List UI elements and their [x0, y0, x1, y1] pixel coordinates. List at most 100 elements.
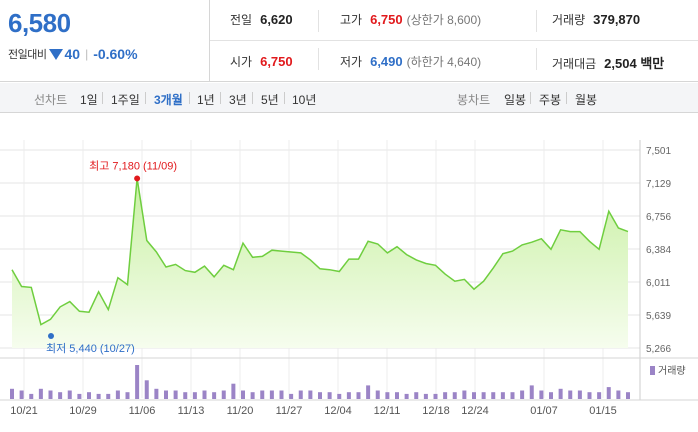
volume-bar	[241, 390, 245, 399]
volume-bar	[510, 392, 515, 399]
change-label: 전일대비	[8, 49, 47, 61]
volume-bar	[289, 393, 294, 399]
volume-bar	[539, 390, 544, 399]
y-tick-label: 6,011	[646, 278, 671, 289]
volume-bar	[192, 392, 197, 399]
volume-legend-swatch	[650, 366, 655, 375]
volume-bar	[173, 390, 178, 399]
volume-bar	[500, 392, 505, 399]
tab-5y[interactable]: 5년	[261, 93, 279, 107]
y-tick-label: 5,266	[646, 344, 671, 355]
prev-close: 전일 6,620	[230, 12, 293, 27]
volume: 거래량 379,870	[552, 12, 641, 27]
volume-bar	[549, 392, 553, 399]
volume-bar	[568, 390, 573, 399]
volume-bar	[250, 392, 255, 399]
volume-bar	[144, 380, 149, 399]
volume-bar	[356, 392, 361, 399]
tab-1d[interactable]: 1일	[80, 93, 98, 107]
volume-bar	[443, 392, 448, 399]
volume-bar	[404, 393, 409, 399]
volume-bar	[96, 393, 101, 399]
x-tick-label: 11/27	[276, 405, 303, 417]
volume-bar	[183, 392, 188, 399]
volume-legend-label: 거래량	[658, 365, 686, 377]
volume-bar	[115, 390, 120, 399]
volume-bar	[346, 392, 351, 399]
volume-bar	[87, 392, 91, 399]
open-price: 시가 6,750	[230, 54, 293, 69]
volume-bar	[423, 393, 428, 399]
x-tick-label: 11/20	[227, 405, 254, 417]
volume-bar	[385, 392, 390, 399]
volume-bar	[462, 390, 467, 399]
volume-bar	[202, 390, 207, 399]
tab-daily[interactable]: 일봉	[504, 93, 527, 107]
tab-1w[interactable]: 1주일	[111, 93, 140, 107]
high-marker	[134, 175, 141, 182]
change-percent: -0.60%	[93, 46, 138, 62]
volume-bar	[577, 390, 582, 399]
x-tick-label: 12/18	[422, 405, 450, 417]
volume-bar	[616, 390, 621, 399]
volume-bar	[520, 390, 525, 399]
quote-grid: 전일 6,620 고가 6,750 (상한가 8,600) 거래량 379,87…	[210, 0, 698, 82]
x-tick-label: 10/21	[10, 405, 38, 417]
x-tick-label: 12/04	[324, 405, 352, 417]
down-triangle-icon	[49, 48, 64, 60]
volume-bar	[10, 388, 14, 399]
volume-bar	[38, 388, 43, 399]
price-line	[11, 178, 629, 326]
volume-bar	[529, 385, 534, 399]
tab-3y[interactable]: 3년	[229, 93, 247, 107]
day-high: 고가 6,750 (상한가 8,600)	[340, 12, 482, 27]
volume-bar	[452, 392, 457, 399]
volume-bar	[337, 393, 342, 399]
tab-monthly[interactable]: 월봉	[575, 93, 598, 107]
volume-bar	[491, 392, 496, 399]
volume-bar	[626, 392, 630, 399]
volume-bar	[231, 383, 236, 399]
volume-bar	[67, 390, 72, 399]
change-row: 전일대비 40 | -0.60%	[8, 46, 138, 62]
volume-bar	[106, 393, 111, 399]
trade-amount: 거래대금 2,504 백만	[552, 56, 665, 71]
y-tick-label: 7,129	[646, 179, 671, 190]
volume-bar	[318, 392, 322, 399]
volume-bar	[597, 392, 602, 399]
tab-weekly[interactable]: 주봉	[539, 93, 562, 107]
volume-bar	[279, 390, 284, 399]
price-area	[12, 178, 628, 348]
volume-bar	[298, 390, 303, 399]
volume-bar	[395, 392, 399, 399]
volume-bar	[77, 393, 82, 399]
volume-bar	[135, 365, 140, 399]
high-annotation: 최고 7,180 (11/09)	[89, 159, 177, 172]
x-tick-label: 12/24	[461, 405, 489, 417]
tab-3m[interactable]: 3개월	[154, 93, 183, 107]
volume-bar	[48, 390, 53, 399]
y-tick-label: 5,639	[646, 311, 671, 322]
price-box: 6,580 전일대비 40 | -0.60%	[0, 0, 210, 82]
tab-10y[interactable]: 10년	[292, 93, 317, 107]
volume-bar	[125, 392, 130, 399]
x-tick-label: 12/11	[374, 405, 401, 417]
change-value: 40	[64, 46, 81, 62]
divider: |	[85, 47, 89, 61]
volume-bar	[472, 392, 476, 399]
volume-bar	[606, 387, 611, 399]
volume-bar	[433, 393, 438, 399]
volume-bar	[414, 392, 419, 399]
y-tick-label: 6,756	[646, 212, 671, 223]
x-tick-label: 11/06	[129, 405, 156, 417]
current-price: 6,580	[8, 8, 71, 38]
volume-bar	[375, 390, 380, 399]
y-tick-label: 7,501	[646, 146, 671, 157]
volume-bar	[327, 392, 332, 399]
x-tick-label: 10/29	[69, 405, 97, 417]
tab-1y[interactable]: 1년	[197, 93, 215, 107]
low-marker	[48, 333, 54, 339]
candle-chart-label: 봉차트	[457, 93, 491, 107]
x-tick-label: 11/13	[178, 405, 205, 417]
